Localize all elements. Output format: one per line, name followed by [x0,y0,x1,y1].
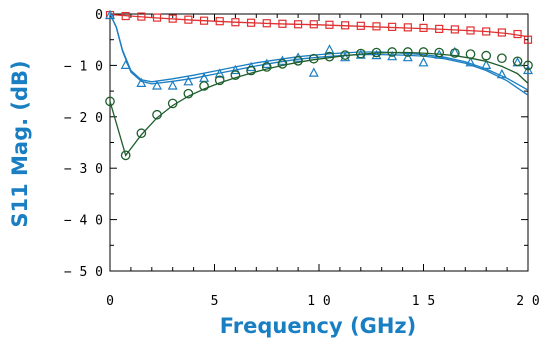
circle-marker [199,81,209,91]
triangle-marker [230,64,241,75]
plot-border [109,13,529,272]
circle-marker [402,47,413,57]
x-axis-title: Frequency (GHz) [220,314,416,338]
triangle-marker [465,57,476,67]
circle-marker [465,49,476,59]
x-axis-ticks: 0 5 1 0 1 5 2 0 [106,14,539,309]
series-line [109,13,529,96]
y-axis-title: S11 Mag. (dB) [8,60,32,227]
y-tick-label: − 4 0 [64,214,103,229]
triangle-marker [340,51,351,62]
circle-marker [308,53,319,64]
triangle-marker [167,80,178,90]
circle-marker [512,56,523,67]
circle-marker [277,59,288,69]
series-6 [105,47,533,161]
triangle-marker [152,80,162,90]
square-marker [419,23,428,32]
triangle-marker [214,68,225,78]
y-axis-ticks: 0 − 1 0 − 2 0 − 3 0 − 4 0 − 5 0 [64,8,528,280]
triangle-marker [308,67,319,77]
series-line [109,13,529,38]
plot-frame [109,13,529,272]
circle-marker [418,47,429,57]
y-tick-label: − 3 0 [64,162,103,177]
triangle-marker [418,57,429,67]
series-3 [109,13,529,96]
series-2 [109,13,529,91]
series-layer [105,9,533,161]
circle-marker [434,47,445,58]
circle-marker [340,50,350,60]
y-tick-label: − 1 0 [64,59,103,74]
circle-marker [324,51,335,62]
circle-marker [293,55,303,66]
triangle-marker [183,76,194,86]
x-tick-label: 1 0 [307,294,330,309]
circle-marker [355,48,366,59]
triangle-marker [481,59,492,70]
circle-marker [387,47,397,57]
circle-marker [481,50,492,61]
series-5 [109,51,529,157]
circle-marker [523,60,533,71]
circle-marker [136,128,147,139]
y-tick-label: − 5 0 [64,265,103,280]
triangle-marker [496,68,507,79]
triangle-marker [371,49,382,60]
circle-marker [120,150,131,161]
triangle-marker [199,72,210,82]
circle-marker [230,70,241,81]
x-tick-label: 5 [211,294,219,309]
series-1 [109,13,529,38]
circle-marker [183,88,194,99]
circle-marker [105,96,115,107]
circle-marker [371,47,382,58]
circle-marker [246,65,256,76]
x-tick-label: 2 0 [516,294,539,309]
y-tick-label: 0 [95,8,103,23]
circle-marker [152,109,162,120]
x-tick-label: 1 5 [412,294,435,309]
x-tick-label: 0 [106,294,114,309]
series-line [109,51,529,157]
triangle-marker [105,9,115,20]
circle-marker [167,98,178,109]
circle-marker [497,53,507,64]
circle-marker [449,48,460,58]
triangle-marker [136,77,147,88]
circle-marker [214,75,225,86]
circle-marker [261,62,272,72]
y-tick-label: − 2 0 [64,111,103,126]
triangle-marker [402,51,413,62]
series-line [109,13,529,91]
triangle-marker [120,59,131,70]
